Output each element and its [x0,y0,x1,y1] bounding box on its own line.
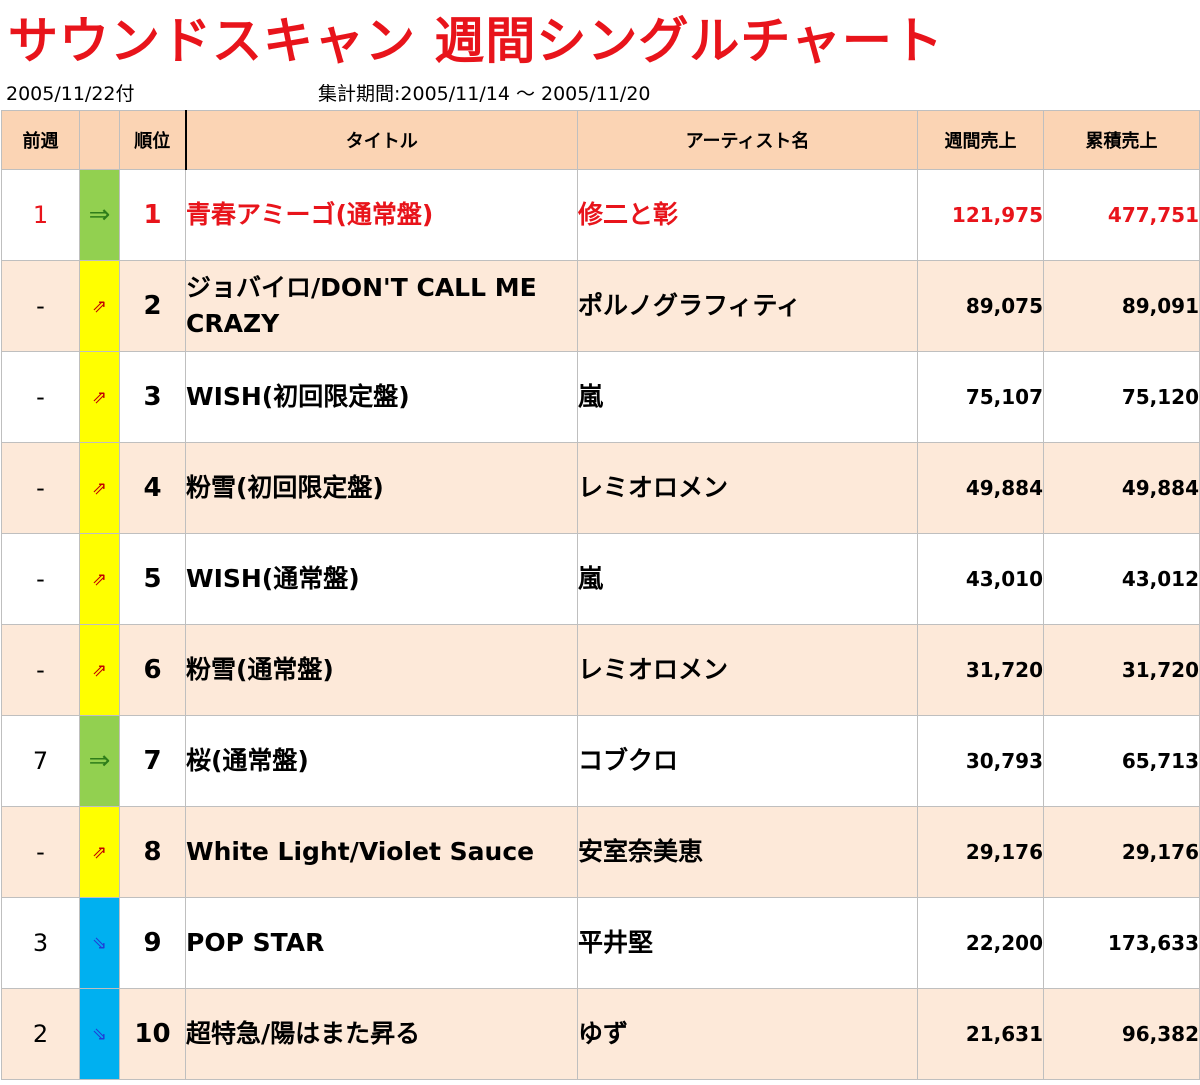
song-title: 粉雪(初回限定盤) [185,442,578,534]
total-sales: 43,012 [1043,533,1200,625]
total-sales: 65,713 [1043,715,1200,807]
total-sales: 75,120 [1043,351,1200,443]
column-header-prev: 前週 [1,110,80,170]
rank: 6 [119,624,186,716]
total-sales: 96,382 [1043,988,1200,1080]
artist-name: 嵐 [577,351,918,443]
column-header-weekly-sales: 週間売上 [917,110,1044,170]
column-header-artist: アーティスト名 [577,110,918,170]
weekly-sales: 49,884 [917,442,1044,534]
rank: 3 [119,351,186,443]
trend-arrow-icon: ⇗ [79,260,120,352]
chart-title: サウンドスキャン 週間シングルチャート [8,12,944,70]
trend-arrow-icon: ⇗ [79,624,120,716]
trend-arrow-icon: ⇗ [79,806,120,898]
artist-name: ポルノグラフィティ [577,260,918,352]
weekly-sales: 30,793 [917,715,1044,807]
rank: 4 [119,442,186,534]
column-header-total-sales: 累積売上 [1043,110,1200,170]
trend-arrow-icon: ⇒ [79,169,120,261]
previous-rank: - [1,533,80,625]
song-title: 青春アミーゴ(通常盤) [185,169,578,261]
table-header-row: 前週 順位 タイトル アーティスト名 週間売上 累積売上 [1,110,1200,170]
table-row: - ⇗ 4 粉雪(初回限定盤) レミオロメン 49,884 49,884 [1,442,1200,534]
weekly-sales: 43,010 [917,533,1044,625]
rank: 9 [119,897,186,989]
column-header-trend [79,110,120,170]
rank: 1 [119,169,186,261]
table-row: 1 ⇒ 1 青春アミーゴ(通常盤) 修二と彰 121,975 477,751 [1,169,1200,261]
weekly-sales: 89,075 [917,260,1044,352]
artist-name: レミオロメン [577,442,918,534]
previous-rank: - [1,806,80,898]
song-title: 桜(通常盤) [185,715,578,807]
total-sales: 477,751 [1043,169,1200,261]
rank: 2 [119,260,186,352]
column-header-title: タイトル [185,110,578,170]
trend-arrow-icon: ⇘ [79,988,120,1080]
rank: 7 [119,715,186,807]
song-title: 超特急/陽はまた昇る [185,988,578,1080]
song-title: 粉雪(通常盤) [185,624,578,716]
artist-name: レミオロメン [577,624,918,716]
previous-rank: 7 [1,715,80,807]
song-title: WISH(初回限定盤) [185,351,578,443]
table-row: - ⇗ 2 ジョバイロ/DON'T CALL ME CRAZY ポルノグラフィティ 89,… [1,260,1200,352]
table-row: 3 ⇘ 9 POP STAR 平井堅 22,200 173,633 [1,897,1200,989]
previous-rank: - [1,442,80,534]
total-sales: 173,633 [1043,897,1200,989]
previous-rank: 3 [1,897,80,989]
aggregation-period: 集計期間:2005/11/14 ～ 2005/11/20 [318,83,651,105]
total-sales: 29,176 [1043,806,1200,898]
artist-name: 嵐 [577,533,918,625]
weekly-sales: 31,720 [917,624,1044,716]
total-sales: 31,720 [1043,624,1200,716]
song-title: WISH(通常盤) [185,533,578,625]
table-row: 2 ⇘ 10 超特急/陽はまた昇る ゆず 21,631 96,382 [1,988,1200,1080]
artist-name: 平井堅 [577,897,918,989]
table-row: - ⇗ 5 WISH(通常盤) 嵐 43,010 43,012 [1,533,1200,625]
total-sales: 49,884 [1043,442,1200,534]
trend-arrow-icon: ⇘ [79,897,120,989]
rank: 10 [119,988,186,1080]
total-sales: 89,091 [1043,260,1200,352]
artist-name: 修二と彰 [577,169,918,261]
trend-arrow-icon: ⇗ [79,533,120,625]
song-title: White Light/Violet Sauce [185,806,578,898]
rank: 8 [119,806,186,898]
chart-date: 2005/11/22付 [6,83,135,105]
weekly-sales: 75,107 [917,351,1044,443]
previous-rank: - [1,260,80,352]
column-header-rank: 順位 [119,110,187,170]
table-row: - ⇗ 3 WISH(初回限定盤) 嵐 75,107 75,120 [1,351,1200,443]
song-title: POP STAR [185,897,578,989]
table-row: - ⇗ 6 粉雪(通常盤) レミオロメン 31,720 31,720 [1,624,1200,716]
singles-chart-table: 前週 順位 タイトル アーティスト名 週間売上 累積売上 1 ⇒ 1 青春アミーゴ(通… [1,110,1200,1080]
previous-rank: 1 [1,169,80,261]
trend-arrow-icon: ⇗ [79,442,120,534]
previous-rank: - [1,624,80,716]
artist-name: ゆず [577,988,918,1080]
trend-arrow-icon: ⇗ [79,351,120,443]
artist-name: コブクロ [577,715,918,807]
previous-rank: 2 [1,988,80,1080]
artist-name: 安室奈美恵 [577,806,918,898]
song-title: ジョバイロ/DON'T CALL ME CRAZY [185,260,578,352]
trend-arrow-icon: ⇒ [79,715,120,807]
previous-rank: - [1,351,80,443]
table-row: - ⇗ 8 White Light/Violet Sauce 安室奈美恵 29,176 29… [1,806,1200,898]
weekly-sales: 121,975 [917,169,1044,261]
weekly-sales: 29,176 [917,806,1044,898]
table-row: 7 ⇒ 7 桜(通常盤) コブクロ 30,793 65,713 [1,715,1200,807]
rank: 5 [119,533,186,625]
weekly-sales: 21,631 [917,988,1044,1080]
weekly-sales: 22,200 [917,897,1044,989]
